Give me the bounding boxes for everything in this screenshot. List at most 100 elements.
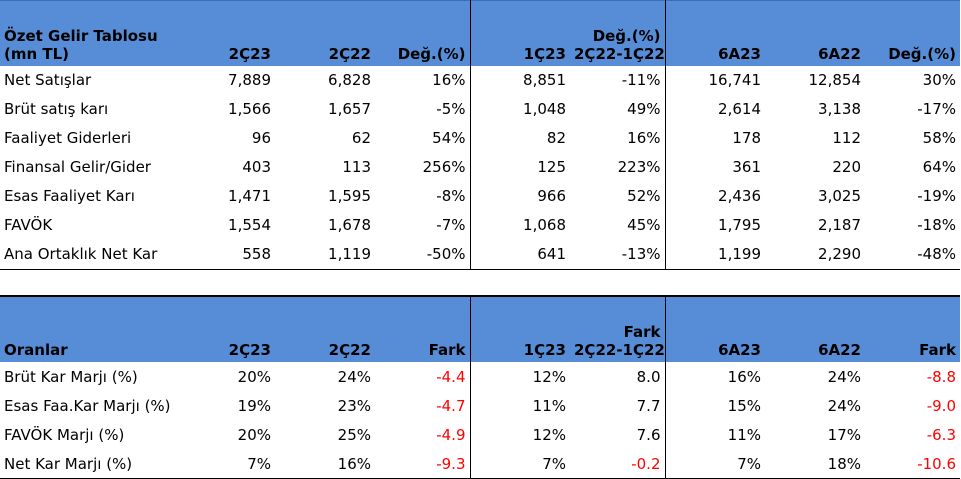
table-cell: 220 <box>832 158 861 176</box>
ratios-title: Oranlar <box>0 296 205 362</box>
table-cell: 1,048 <box>523 100 566 118</box>
table-row: Brüt satış karı 1,566 1,657 -5% 1,048 49% 2,61… <box>0 94 960 124</box>
table-row: FAVÖK Marjı (%) 20% 25% -4.9 12% 7.6 11% 17% -6.… <box>0 420 960 449</box>
table-cell: 18% <box>827 454 861 473</box>
table-cell: 113 <box>342 158 371 176</box>
table-cell: 3,138 <box>818 100 861 118</box>
table-cell: 1,795 <box>718 216 761 234</box>
table-cell: 16,741 <box>708 71 762 89</box>
table-cell: 256% <box>375 152 471 182</box>
col-header: 6A23 <box>665 296 765 362</box>
col-header: 2Ç22 <box>275 0 375 66</box>
table-cell: 17% <box>827 425 861 444</box>
table-cell: 112 <box>832 129 861 147</box>
table-cell: 1,554 <box>228 216 271 234</box>
table-cell: 7,889 <box>228 71 271 89</box>
table-cell: 52% <box>570 181 666 211</box>
table-cell: 1,595 <box>328 187 371 205</box>
table-row: Brüt Kar Marjı (%) 20% 24% -4.4 12% 8.0 16% 24%… <box>0 362 960 391</box>
table-cell: -17% <box>917 100 956 118</box>
row-label: Finansal Gelir/Gider <box>4 158 151 176</box>
row-label: Esas Faaliyet Karı <box>4 187 135 205</box>
table-cell: 24% <box>337 367 371 386</box>
table-cell: 8,851 <box>523 71 566 89</box>
table-cell: 361 <box>732 158 761 176</box>
table-cell: 12% <box>532 425 566 444</box>
table-row: Net Kar Marjı (%) 7% 16% -9.3 7% -0.2 7% 18% -10… <box>0 449 960 479</box>
table-row: Esas Faaliyet Karı 1,471 1,595 -8% 966 52% 2,4… <box>0 181 960 211</box>
table-cell: 1,471 <box>228 187 271 205</box>
row-label: FAVÖK Marjı (%) <box>4 425 125 444</box>
table-cell: 49% <box>570 94 666 124</box>
row-label: FAVÖK <box>4 216 53 234</box>
table-cell: 2,436 <box>718 187 761 205</box>
table-cell: 1,657 <box>328 100 371 118</box>
table-cell: 24% <box>827 396 861 415</box>
table-cell: 12% <box>532 367 566 386</box>
col-header: Değ.(%) 2Ç22-1Ç22 <box>570 0 666 66</box>
table-cell: 16% <box>570 123 666 153</box>
table-cell: 403 <box>242 158 271 176</box>
income-title: Özet Gelir Tablosu (mn TL) <box>0 0 205 66</box>
col-header: Değ.(%) <box>375 0 471 66</box>
table-cell: -11% <box>570 65 666 95</box>
table-row: Ana Ortaklık Net Kar 558 1,119 -50% 641 -13% 1… <box>0 239 960 269</box>
table-cell: 64% <box>922 158 956 176</box>
table-cell: -7% <box>375 210 471 240</box>
table-cell: 16% <box>727 367 761 386</box>
table-cell: 12,854 <box>808 71 862 89</box>
table-cell: -13% <box>570 239 666 269</box>
col-header: 6A22 <box>765 0 865 66</box>
table-cell: 62 <box>351 129 371 147</box>
table-cell: 6,828 <box>328 71 371 89</box>
table-cell: 58% <box>922 129 956 147</box>
col-header: Fark 2Ç22-1Ç22 <box>570 296 666 362</box>
table-cell: 82 <box>546 129 566 147</box>
col-header: 2Ç23 <box>205 296 275 362</box>
table-cell: -9.3 <box>375 449 471 479</box>
col-header: 6A22 <box>765 296 865 362</box>
table-cell: 7% <box>737 454 761 473</box>
table-cell: 7% <box>542 454 566 473</box>
table-cell: 11% <box>532 396 566 415</box>
table-cell: 2,187 <box>818 216 861 234</box>
row-label: Esas Faa.Kar Marjı (%) <box>4 396 171 415</box>
table-cell: 11% <box>727 425 761 444</box>
table-row: Finansal Gelir/Gider 403 113 256% 125 223% 361… <box>0 152 960 182</box>
table-cell: -0.2 <box>570 449 666 479</box>
table-row: Net Satışlar 7,889 6,828 16% 8,851 -11% 16,741… <box>0 65 960 95</box>
table-cell: 15% <box>727 396 761 415</box>
table-cell: 16% <box>337 454 371 473</box>
table-cell: 2,614 <box>718 100 761 118</box>
table-cell: -10.6 <box>917 454 956 473</box>
col-header: 1Ç23 <box>470 0 570 66</box>
income-statement-table: Özet Gelir Tablosu (mn TL) 2Ç23 2Ç22 Değ… <box>0 0 960 270</box>
row-label: Net Kar Marjı (%) <box>4 454 133 473</box>
row-label: Faaliyet Giderleri <box>4 129 132 147</box>
table-cell: -18% <box>917 216 956 234</box>
table-cell: -9.0 <box>926 396 956 415</box>
table-cell: -5% <box>375 94 471 124</box>
table-cell: 23% <box>337 396 371 415</box>
table-cell: -48% <box>917 245 956 263</box>
table-cell: 1,068 <box>523 216 566 234</box>
row-label: Brüt Kar Marjı (%) <box>4 367 138 386</box>
table-cell: 641 <box>537 245 566 263</box>
table-cell: 2,290 <box>818 245 861 263</box>
table-cell: 54% <box>375 123 471 153</box>
ratios-table: Oranlar 2Ç23 2Ç22 Fark 1Ç23 Fark 2Ç22-1Ç… <box>0 295 960 479</box>
table-cell: 96 <box>251 129 271 147</box>
table-cell: 16% <box>375 65 471 95</box>
table-cell: 8.0 <box>570 362 666 391</box>
col-header: 2Ç23 <box>205 0 275 66</box>
table-cell: 1,566 <box>228 100 271 118</box>
table-cell: 558 <box>242 245 271 263</box>
table-cell: 178 <box>732 129 761 147</box>
table-row: Esas Faa.Kar Marjı (%) 19% 23% -4.7 11% 7.7 15… <box>0 391 960 420</box>
col-header: 6A23 <box>665 0 765 66</box>
table-cell: -4.7 <box>375 391 471 420</box>
table-row: FAVÖK 1,554 1,678 -7% 1,068 45% 1,795 2,187 -18% <box>0 210 960 240</box>
table-cell: 3,025 <box>818 187 861 205</box>
table-cell: -50% <box>375 239 471 269</box>
table-cell: -8.8 <box>926 367 956 386</box>
